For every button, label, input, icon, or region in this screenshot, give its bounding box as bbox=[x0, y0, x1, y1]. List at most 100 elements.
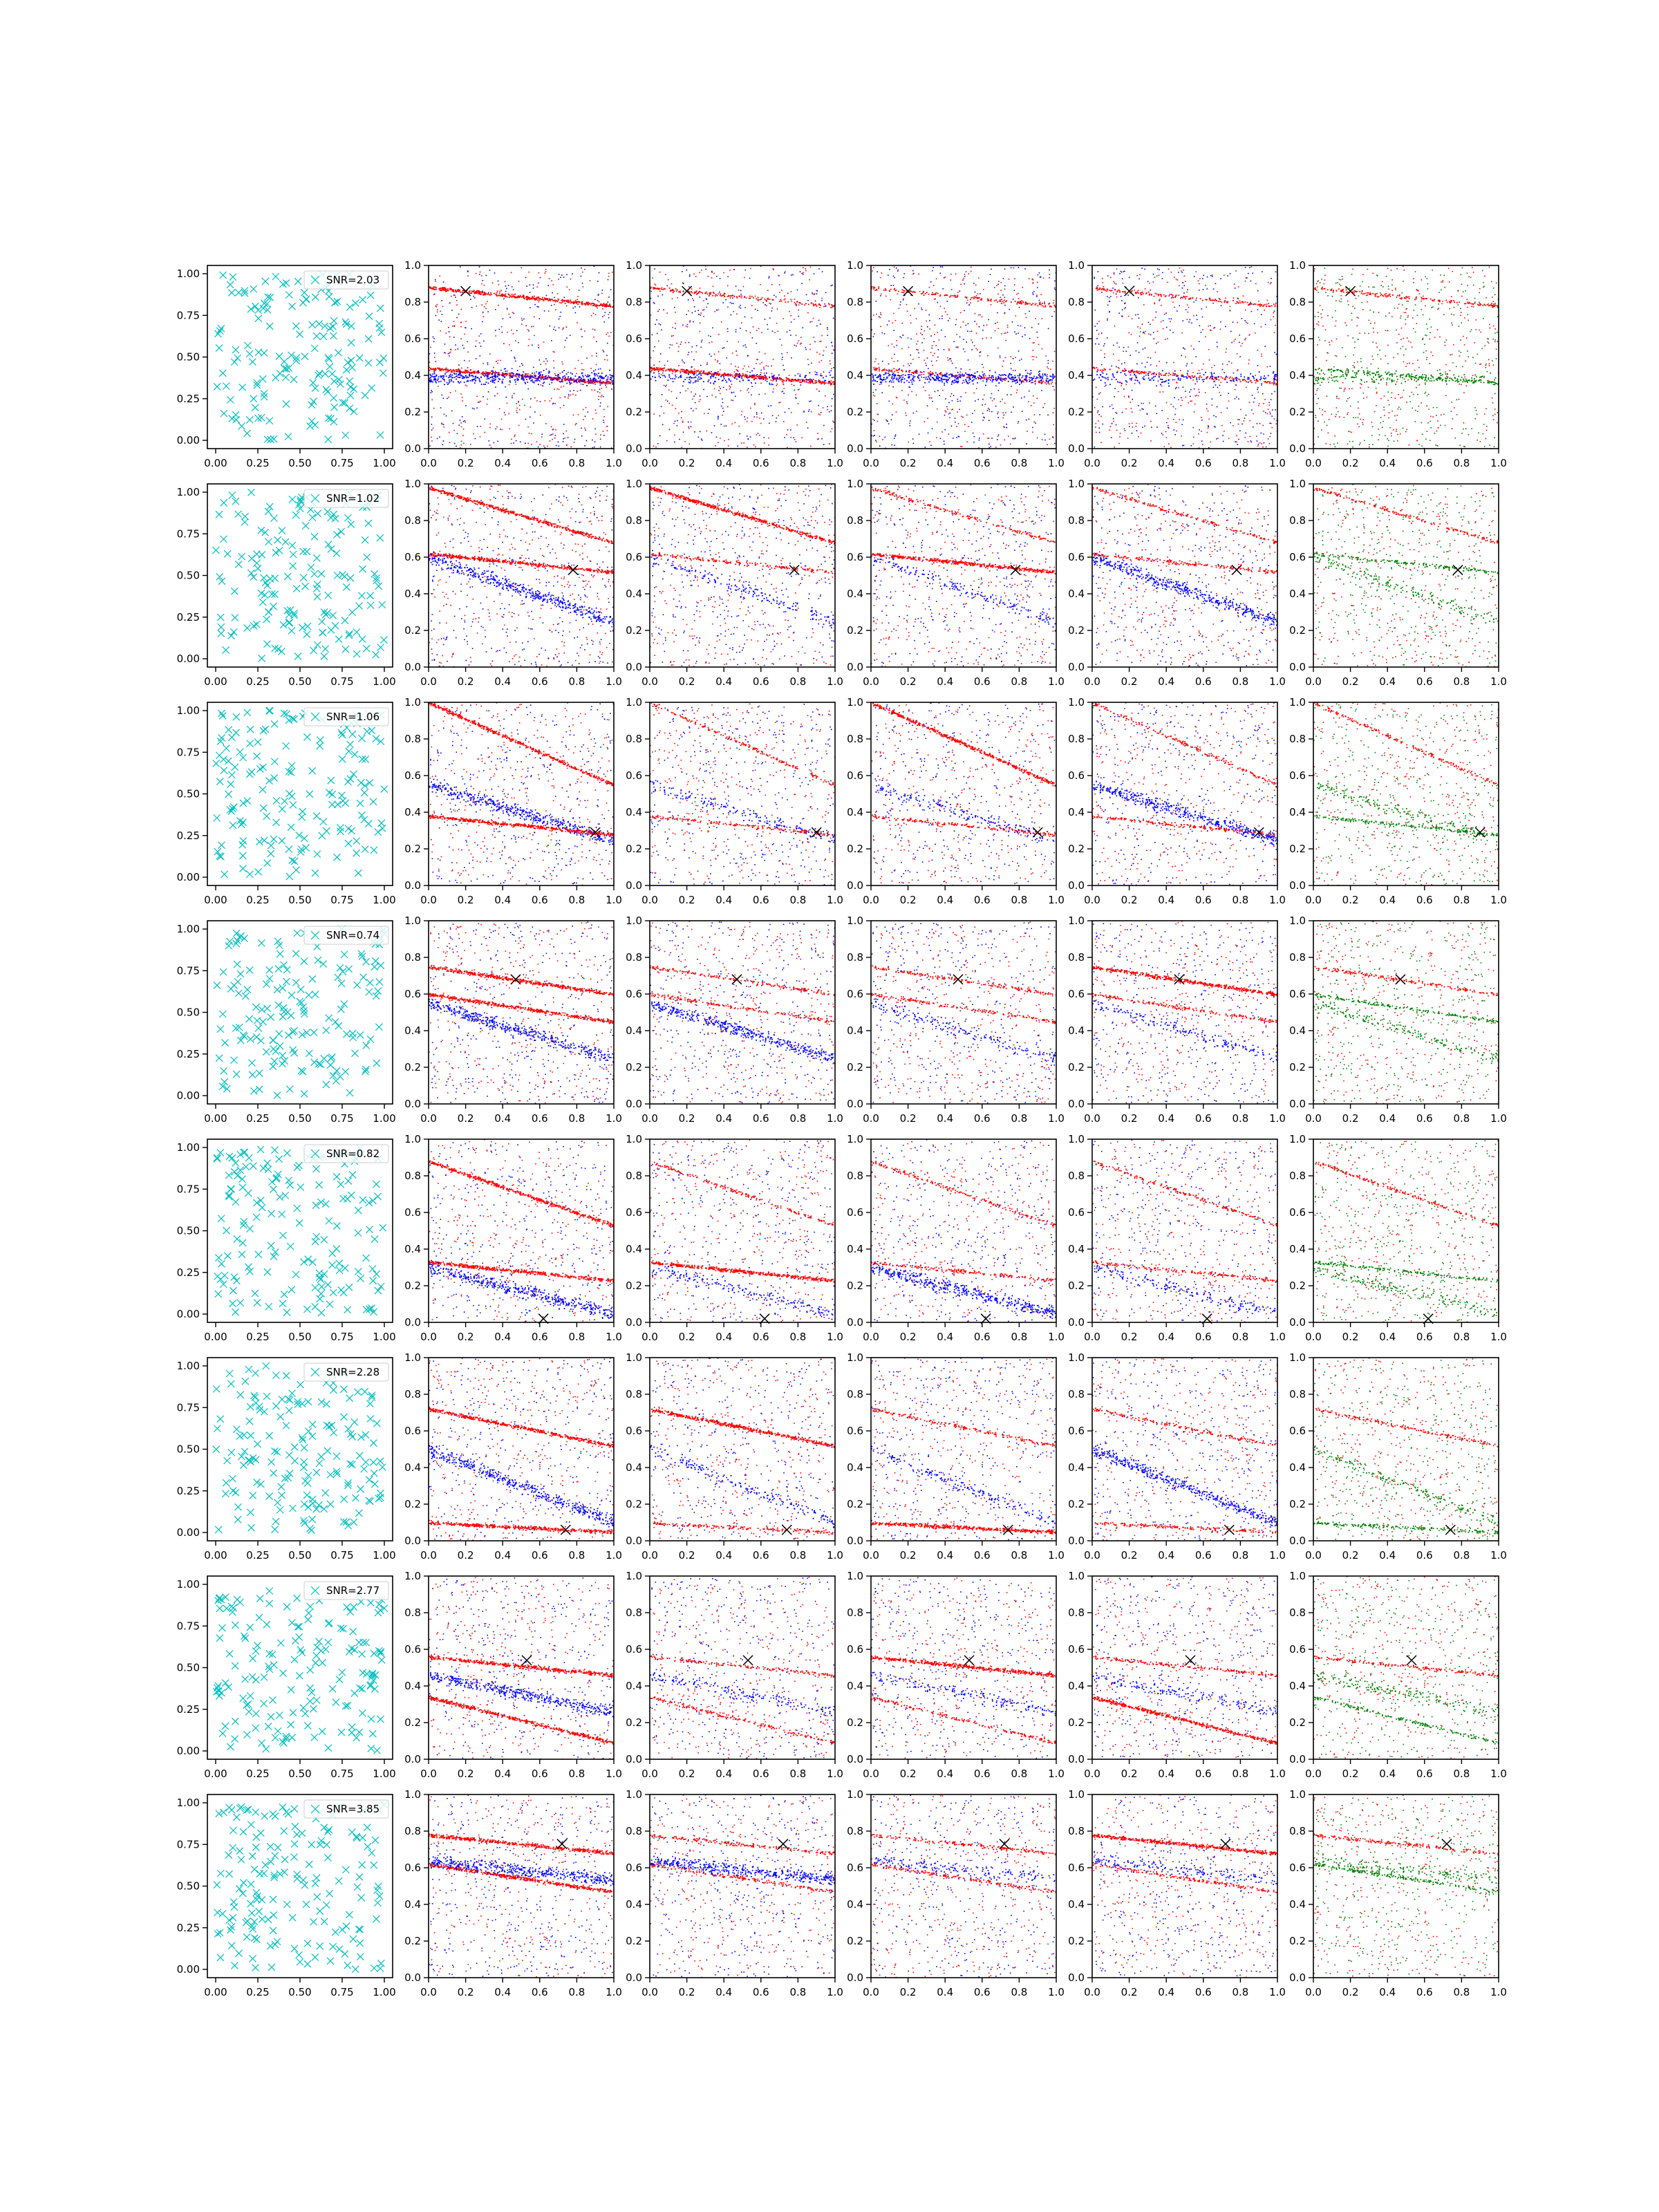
scatter-point bbox=[430, 288, 431, 289]
scatter-point bbox=[781, 290, 782, 291]
scatter-point bbox=[671, 335, 673, 337]
scatter-point bbox=[462, 400, 463, 402]
scatter-point bbox=[718, 351, 720, 353]
scatter-point bbox=[691, 366, 693, 368]
scatter-point bbox=[500, 370, 502, 371]
scatter-point bbox=[658, 371, 659, 373]
scatter-point bbox=[955, 297, 956, 298]
y-tick-label: 1.00 bbox=[177, 268, 200, 280]
scatter-point bbox=[462, 416, 463, 418]
scatter-point bbox=[833, 377, 834, 378]
scatter-point bbox=[678, 346, 679, 348]
scatter-point bbox=[451, 380, 452, 382]
scatter-point bbox=[995, 385, 997, 386]
scatter-point bbox=[930, 371, 931, 373]
scatter-point bbox=[988, 420, 990, 422]
scatter-point bbox=[910, 363, 912, 364]
scatter-point bbox=[920, 332, 921, 334]
scatter-point bbox=[462, 345, 464, 346]
scatter-point bbox=[692, 312, 693, 314]
scatter-point bbox=[539, 375, 541, 377]
scatter-point bbox=[453, 423, 454, 424]
scatter-point bbox=[456, 317, 458, 319]
scatter-point bbox=[1005, 340, 1006, 341]
scatter-point bbox=[470, 444, 471, 445]
scatter-point bbox=[1049, 277, 1050, 279]
scatter-point bbox=[751, 305, 753, 306]
scatter-point bbox=[514, 435, 516, 436]
scatter-point bbox=[674, 435, 675, 436]
scatter-point bbox=[590, 368, 592, 369]
scatter-point bbox=[827, 327, 828, 328]
scatter-point bbox=[1040, 303, 1042, 305]
scatter-point bbox=[539, 444, 541, 445]
scatter-point bbox=[731, 384, 733, 385]
scatter-point bbox=[467, 275, 469, 276]
scatter-point bbox=[680, 372, 682, 373]
scatter-point bbox=[433, 338, 435, 339]
scatter-point bbox=[541, 384, 542, 386]
scatter-point bbox=[715, 445, 716, 447]
scatter-point bbox=[818, 379, 820, 381]
scatter-point bbox=[956, 346, 957, 348]
scatter-point bbox=[986, 337, 987, 339]
scatter-point bbox=[464, 360, 465, 362]
scatter-point bbox=[884, 333, 885, 335]
scatter-point bbox=[599, 381, 600, 382]
scatter-point bbox=[524, 375, 525, 377]
scatter-point bbox=[794, 299, 795, 300]
scatter-point bbox=[980, 315, 981, 316]
scatter-point bbox=[791, 274, 792, 276]
scatter-point bbox=[738, 290, 740, 291]
scatter-point bbox=[711, 272, 713, 273]
scatter-point bbox=[606, 355, 608, 356]
scatter-point bbox=[944, 444, 945, 445]
scatter-point bbox=[993, 377, 994, 378]
scatter-point bbox=[657, 311, 659, 312]
scatter-point bbox=[669, 369, 671, 371]
scatter-point bbox=[494, 293, 495, 294]
scatter-point bbox=[476, 292, 477, 293]
scatter-point bbox=[675, 323, 676, 324]
scatter-point bbox=[771, 366, 772, 367]
scatter-point bbox=[934, 353, 935, 354]
scatter-point bbox=[873, 435, 874, 437]
scatter-point bbox=[505, 294, 506, 296]
scatter-point bbox=[591, 372, 592, 373]
scatter-point bbox=[977, 399, 979, 400]
scatter-point bbox=[821, 360, 823, 362]
scatter-point bbox=[895, 290, 897, 292]
scatter-point bbox=[460, 266, 461, 268]
scatter-point bbox=[929, 287, 930, 288]
position-marker bbox=[250, 395, 257, 402]
scatter-point bbox=[1018, 423, 1019, 424]
scatter-point bbox=[563, 328, 564, 329]
scatter-point bbox=[789, 330, 791, 331]
scatter-point bbox=[749, 376, 751, 377]
scatter-point bbox=[903, 277, 905, 279]
scatter-point bbox=[498, 359, 499, 361]
scatter-point bbox=[747, 447, 748, 448]
scatter-point bbox=[502, 429, 503, 431]
position-marker bbox=[216, 328, 223, 335]
scatter-point bbox=[771, 308, 773, 309]
scatter-point bbox=[601, 382, 603, 383]
scatter-point bbox=[440, 310, 441, 312]
scatter-point bbox=[487, 362, 489, 364]
scatter-point bbox=[673, 381, 674, 382]
scatter-point bbox=[741, 442, 742, 444]
scatter-point bbox=[1032, 431, 1033, 433]
scatter-point bbox=[824, 384, 825, 385]
scatter-point bbox=[502, 332, 503, 333]
scatter-point bbox=[451, 411, 453, 412]
scatter-point bbox=[741, 322, 742, 324]
scatter-point bbox=[594, 375, 596, 377]
scatter-point bbox=[576, 380, 577, 382]
scatter-point bbox=[1029, 338, 1031, 339]
scatter-point bbox=[538, 344, 539, 346]
scatter-point bbox=[583, 377, 584, 378]
scatter-point bbox=[796, 424, 798, 426]
scatter-point bbox=[496, 427, 498, 428]
scatter-point bbox=[444, 352, 445, 353]
scatter-point bbox=[991, 411, 993, 413]
